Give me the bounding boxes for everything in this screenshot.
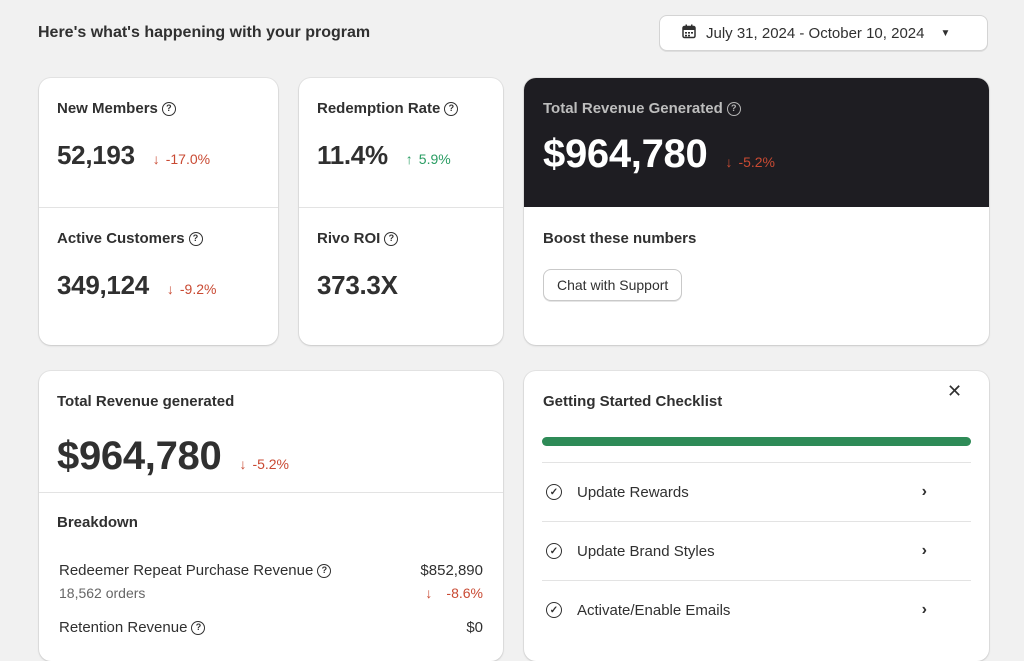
breakdown-row-delta: -8.6% <box>446 585 483 601</box>
checklist-item-activate-emails[interactable]: ✓ Activate/Enable Emails › <box>542 580 971 639</box>
checklist-item-label: Update Rewards <box>577 483 689 501</box>
divider <box>39 492 503 493</box>
breakdown-title: Breakdown <box>57 514 138 531</box>
divider <box>39 207 278 208</box>
arrow-down-icon: ↓ <box>425 585 433 601</box>
help-icon[interactable]: ? <box>188 231 203 246</box>
help-icon[interactable]: ? <box>191 620 206 635</box>
date-range-label: July 31, 2024 - October 10, 2024 <box>706 24 925 42</box>
redemption-rate-value: 11.4% <box>317 140 388 170</box>
help-icon[interactable]: ? <box>384 231 399 246</box>
page-title: Here's what's happening with your progra… <box>38 24 371 41</box>
new-members-label: New Members <box>57 100 158 117</box>
breakdown-row-label: Retention Revenue <box>59 619 188 636</box>
date-range-picker[interactable]: July 31, 2024 - October 10, 2024 ▼ <box>659 15 988 51</box>
active-customers-delta: -9.2% <box>179 281 217 297</box>
rivo-roi-value: 373.3X <box>317 270 398 300</box>
total-revenue-label: Total Revenue Generated <box>543 100 723 117</box>
revenue-detail-card: Total Revenue generated $964,780 ↓ -5.2% … <box>39 371 503 661</box>
active-customers-value: 349,124 <box>57 270 149 300</box>
help-icon[interactable]: ? <box>317 563 332 578</box>
calendar-icon <box>682 24 696 43</box>
arrow-down-icon: ↓ <box>152 151 160 167</box>
arrow-down-icon: ↓ <box>239 456 247 472</box>
chevron-right-icon: › <box>921 601 927 618</box>
checklist-title: Getting Started Checklist <box>543 393 723 410</box>
active-customers-label: Active Customers <box>57 230 185 247</box>
progress-track <box>542 437 971 446</box>
breakdown-row-value: $852,890 <box>420 562 483 579</box>
checklist-list: ✓ Update Rewards › ✓ Update Brand Styles… <box>542 462 971 639</box>
check-circle-icon: ✓ <box>546 543 562 559</box>
redemption-rate-label: Redemption Rate <box>317 100 441 117</box>
revenue-detail-value: $964,780 <box>57 434 222 478</box>
arrow-down-icon: ↓ <box>725 154 733 170</box>
chevron-right-icon: › <box>921 542 927 559</box>
checklist-item-update-brand-styles[interactable]: ✓ Update Brand Styles › <box>542 521 971 580</box>
chat-support-button[interactable]: Chat with Support <box>543 269 683 301</box>
progress-fill <box>542 437 971 446</box>
revenue-dark-panel: Total Revenue Generated ? $964,780 ↓ -5.2… <box>524 78 989 207</box>
total-revenue-delta: -5.2% <box>738 154 776 170</box>
close-icon[interactable]: ✕ <box>947 381 963 401</box>
new-members-delta: -17.0% <box>165 151 211 167</box>
redemption-card: Redemption Rate ? 11.4% ↑ 5.9% Rivo ROI ?… <box>299 78 503 345</box>
arrow-up-icon: ↑ <box>405 151 413 167</box>
check-circle-icon: ✓ <box>546 484 562 500</box>
total-revenue-value: $964,780 <box>543 132 708 176</box>
divider <box>299 207 503 208</box>
breakdown-row: Retention Revenue ? $0 <box>59 619 483 636</box>
chevron-right-icon: › <box>921 483 927 500</box>
caret-down-icon: ▼ <box>940 27 951 39</box>
revenue-detail-title: Total Revenue generated <box>57 393 235 410</box>
check-circle-icon: ✓ <box>546 602 562 618</box>
boost-title: Boost these numbers <box>543 230 697 247</box>
checklist-card: Getting Started Checklist ✕ ✓ Update Rew… <box>524 371 989 661</box>
checklist-item-label: Update Brand Styles <box>577 542 715 560</box>
checklist-item-update-rewards[interactable]: ✓ Update Rewards › <box>542 462 971 521</box>
members-card: New Members ? 52,193 ↓ -17.0% Active Cust… <box>39 78 278 345</box>
new-members-value: 52,193 <box>57 140 135 170</box>
checklist-item-label: Activate/Enable Emails <box>577 601 731 619</box>
breakdown-row-sub: 18,562 orders <box>59 585 146 601</box>
revenue-detail-delta: -5.2% <box>252 456 290 472</box>
breakdown-row: Redeemer Repeat Purchase Revenue ? $852,… <box>59 562 483 601</box>
rivo-roi-label: Rivo ROI <box>317 230 381 247</box>
help-icon[interactable]: ? <box>726 101 741 116</box>
breakdown-row-value: $0 <box>466 619 483 636</box>
redemption-rate-delta: 5.9% <box>418 151 451 167</box>
revenue-summary-card: Total Revenue Generated ? $964,780 ↓ -5.2… <box>524 78 989 345</box>
breakdown-row-label: Redeemer Repeat Purchase Revenue <box>59 562 314 579</box>
help-icon[interactable]: ? <box>444 101 459 116</box>
arrow-down-icon: ↓ <box>166 281 174 297</box>
help-icon[interactable]: ? <box>161 101 176 116</box>
